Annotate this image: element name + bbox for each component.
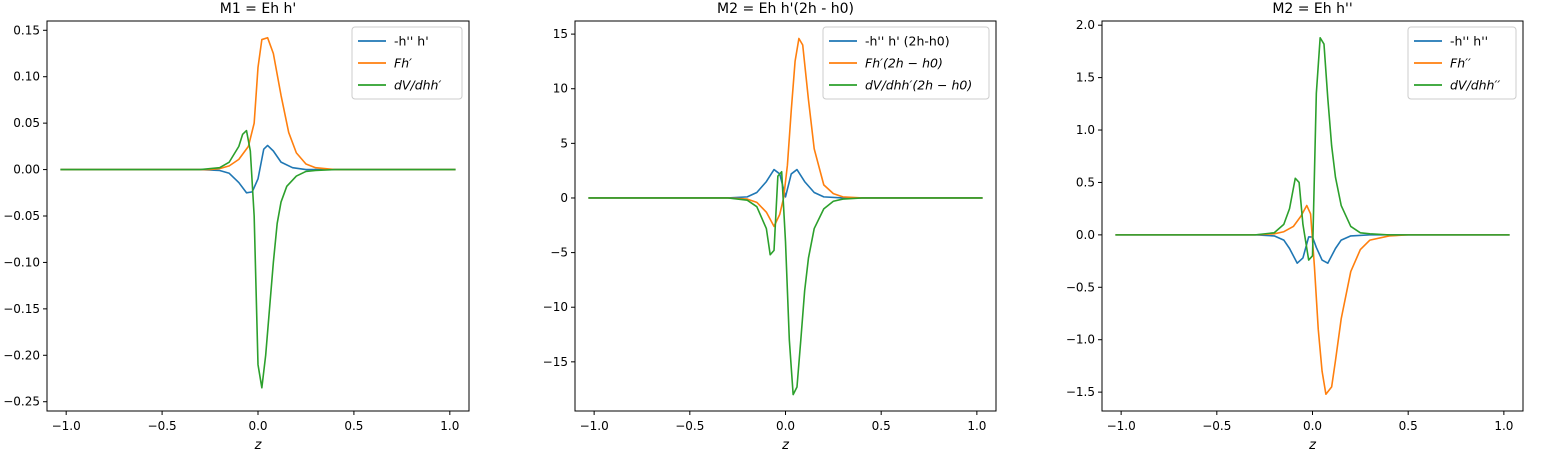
y-tick-label: 0.15 xyxy=(13,23,40,37)
y-tick-label: −10 xyxy=(543,300,568,314)
series-line-1 xyxy=(60,144,456,194)
x-tick-label: 0.5 xyxy=(1399,419,1418,433)
y-tick-label: −0.10 xyxy=(3,255,40,269)
legend-entry-label: dV/dhh′′ xyxy=(1450,78,1500,93)
y-tick-label: −0.25 xyxy=(3,395,40,409)
legend-box xyxy=(822,26,990,100)
x-tick-label: 1.0 xyxy=(440,419,459,433)
x-tick-label: 0.0 xyxy=(776,419,795,433)
y-tick-label: 0.00 xyxy=(13,163,40,177)
y-tick-label: 1.5 xyxy=(1076,71,1095,85)
legend-entry-label: Fh′ xyxy=(394,56,412,71)
x-tick-label: −1.0 xyxy=(52,419,81,433)
chart-title: M1 = Eh h' xyxy=(220,1,297,17)
y-tick-label: 5 xyxy=(560,136,568,150)
chart-panel-3: −1.0 −0.5 0.0 0.5 1.0 2.0 1.5 1.0 0.5 0.0 −0.5 −1.0… xyxy=(1066,1,1524,450)
x-tick-label: 0.0 xyxy=(248,419,267,433)
y-tick-label: 0.5 xyxy=(1076,175,1095,189)
y-tick-label: 2.0 xyxy=(1076,18,1095,32)
legend-entry-label: -h'' h' xyxy=(394,34,429,49)
x-axis-label: z xyxy=(781,438,790,450)
chart-title: M2 = Eh h'' xyxy=(1272,1,1352,17)
x-tick-label: −1.0 xyxy=(580,419,609,433)
y-tick-label: −5 xyxy=(550,246,568,260)
legend: -h'' h'' Fh′′ dV/dhh′′ xyxy=(1407,26,1517,100)
y-tick-label: 0.05 xyxy=(13,116,40,130)
y-tick-label: −1.0 xyxy=(1066,333,1095,347)
y-tick-label: 1.0 xyxy=(1076,123,1095,137)
x-tick-label: 0.5 xyxy=(344,419,363,433)
x-tick-label: 0.0 xyxy=(1303,419,1322,433)
legend-entry-label: -h'' h' (2h-h0) xyxy=(865,34,950,49)
x-tick-label: 1.0 xyxy=(1494,419,1513,433)
series-line-3 xyxy=(1115,36,1510,261)
legend-box xyxy=(1407,26,1517,100)
chart-panel-2: −1.0 −0.5 0.0 0.5 1.0 15 10 5 0 −5 −10 −15 M2 = Eh h… xyxy=(543,1,997,450)
series-line-3 xyxy=(60,129,456,389)
x-tick-label: 1.0 xyxy=(967,419,986,433)
legend: -h'' h' (2h-h0) Fh′(2h − h0) dV/dhh′(2h − … xyxy=(822,26,990,100)
legend-box xyxy=(351,26,463,100)
y-tick-label: −0.20 xyxy=(3,348,40,362)
x-tick-label: −0.5 xyxy=(148,419,177,433)
series-line-2 xyxy=(60,36,456,171)
legend-entry-label: -h'' h'' xyxy=(1450,34,1488,49)
legend-entry-label: Fh′′ xyxy=(1450,56,1471,71)
x-tick-label: −0.5 xyxy=(1202,419,1231,433)
series-line-3 xyxy=(588,170,983,396)
x-tick-label: −0.5 xyxy=(675,419,704,433)
legend-entry-label: dV/dhh′(2h − h0) xyxy=(865,78,972,93)
x-tick-label: −1.0 xyxy=(1107,419,1136,433)
legend: -h'' h' Fh′ dV/dhh′ xyxy=(351,26,463,100)
y-tick-label: −0.15 xyxy=(3,302,40,316)
series-line-1 xyxy=(588,168,983,199)
x-axis-label: z xyxy=(1308,438,1317,450)
y-tick-label: −0.05 xyxy=(3,209,40,223)
y-tick-label: 0.0 xyxy=(1076,228,1095,242)
y-tick-label: −1.5 xyxy=(1066,385,1095,399)
legend-entry-label: dV/dhh′ xyxy=(394,78,441,93)
y-tick-label: −0.5 xyxy=(1066,280,1095,294)
y-tick-label: 0.10 xyxy=(13,70,40,84)
legend-entry-label: Fh′(2h − h0) xyxy=(865,56,943,71)
y-tick-label: 10 xyxy=(553,82,568,96)
chart-panel-1: −1.0 −0.5 0.0 0.5 1.0 0.15 0.10 0.05 0.00 −0.05 −0… xyxy=(3,1,470,450)
chart-title: M2 = Eh h'(2h - h0) xyxy=(717,1,854,17)
x-axis-label: z xyxy=(254,438,263,450)
y-tick-label: −15 xyxy=(543,355,568,369)
series-line-2 xyxy=(1115,204,1510,396)
x-tick-label: 0.5 xyxy=(872,419,891,433)
y-tick-label: 0 xyxy=(560,191,568,205)
y-tick-label: 15 xyxy=(553,27,568,41)
series-line-2 xyxy=(588,37,983,228)
